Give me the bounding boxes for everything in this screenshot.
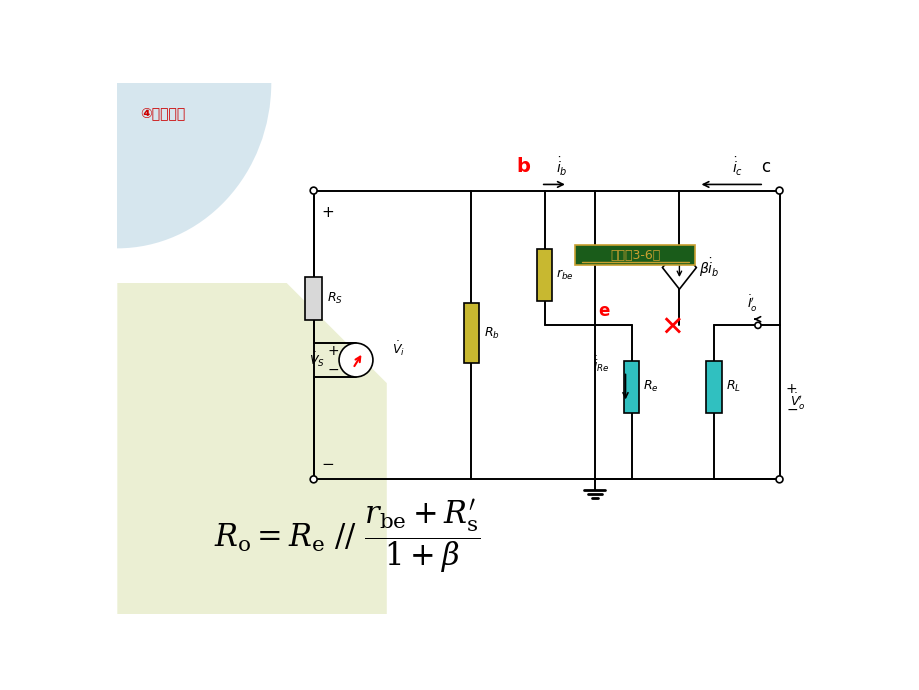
Text: $R_{\mathrm{o}} = R_{\mathrm{e}}\ //\ \dfrac{r_{\mathrm{be}} + R_{\mathrm{s}}^{\: $R_{\mathrm{o}} = R_{\mathrm{e}}\ //\ \d… [213, 498, 479, 576]
Circle shape [776, 476, 782, 483]
Text: $\dot{i}_c$: $\dot{i}_c$ [731, 156, 742, 178]
Bar [537, 249, 551, 302]
Text: $\dot{V}_S$: $\dot{V}_S$ [309, 351, 324, 369]
Text: $\dot{V}_i$: $\dot{V}_i$ [391, 339, 404, 358]
Text: e: e [598, 302, 609, 320]
Circle shape [754, 322, 760, 328]
Polygon shape [662, 246, 696, 289]
Text: $\dot{V}_o^{\prime}$: $\dot{V}_o^{\prime}$ [789, 393, 805, 413]
Circle shape [339, 343, 372, 377]
Text: $-$: $-$ [785, 402, 797, 416]
Text: $R_b$: $R_b$ [483, 326, 499, 341]
Text: b: b [516, 157, 529, 176]
Text: $R_L$: $R_L$ [725, 380, 740, 395]
Text: $-$: $-$ [321, 455, 334, 470]
Circle shape [310, 476, 317, 483]
Text: $r_{be}$: $r_{be}$ [556, 268, 573, 282]
Text: $\beta \dot{i}_b$: $\beta \dot{i}_b$ [698, 256, 720, 279]
Bar [623, 361, 639, 413]
Text: $R_e$: $R_e$ [642, 380, 658, 395]
Text: +: + [785, 382, 797, 396]
Text: $-$: $-$ [326, 362, 338, 376]
Text: ④输出电阔: ④输出电阔 [141, 106, 186, 120]
Text: c: c [760, 158, 769, 176]
Bar [305, 277, 322, 319]
Bar [463, 303, 479, 363]
Bar [706, 361, 721, 413]
Text: （动画3-6）: （动画3-6） [609, 249, 660, 262]
Text: $\dot{I}_o^{\prime}$: $\dot{I}_o^{\prime}$ [746, 294, 757, 314]
Text: $R_S$: $R_S$ [326, 291, 343, 306]
FancyBboxPatch shape [574, 245, 694, 265]
Circle shape [776, 187, 782, 194]
Text: $\dot{i}_{Re}$: $\dot{i}_{Re}$ [593, 354, 609, 374]
Polygon shape [117, 283, 386, 614]
Text: +: + [327, 344, 338, 357]
Text: $\dot{i}_b$: $\dot{i}_b$ [555, 156, 567, 178]
Circle shape [310, 187, 317, 194]
Text: +: + [321, 205, 334, 219]
Ellipse shape [0, 0, 271, 248]
